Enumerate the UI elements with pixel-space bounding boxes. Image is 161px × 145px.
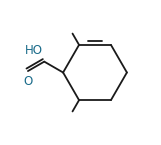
Text: O: O: [23, 75, 33, 88]
Text: HO: HO: [25, 44, 43, 57]
